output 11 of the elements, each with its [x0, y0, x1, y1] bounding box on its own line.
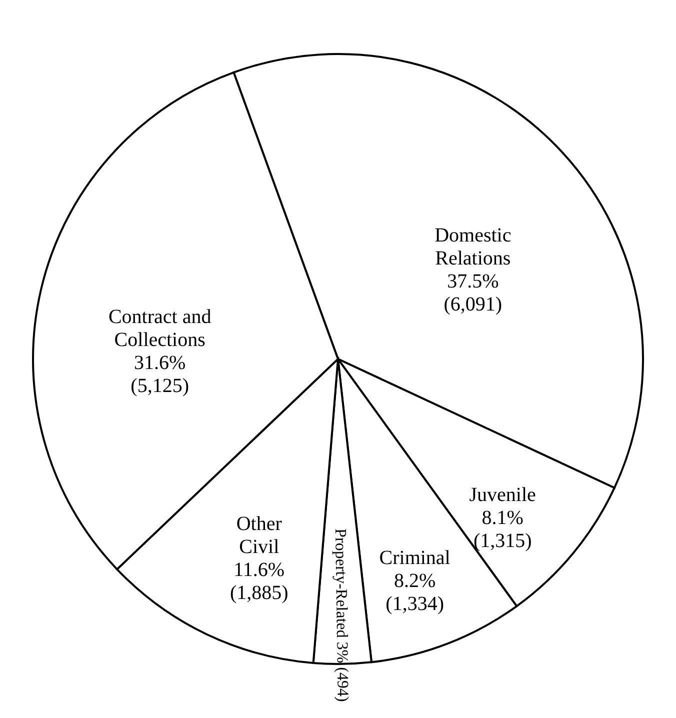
data-label: 11.6% (1,885): [230, 559, 288, 604]
data-label: 31.6% (5,125): [130, 352, 190, 398]
slice-label: Contract and Collections: [108, 306, 212, 352]
data-label: 8.2% (1,334): [386, 570, 444, 616]
slice-label: Other Civil: [236, 513, 282, 558]
slice-label: Criminal: [379, 547, 451, 570]
data-label: 8.1% (1,315): [473, 506, 532, 552]
slice-label: Juvenile: [469, 484, 536, 506]
data-label: 37.5% (6,091): [444, 270, 502, 316]
slice-label: Property-Related 3% (494): [331, 528, 351, 702]
slice-label: Domestic Relations: [434, 224, 512, 270]
